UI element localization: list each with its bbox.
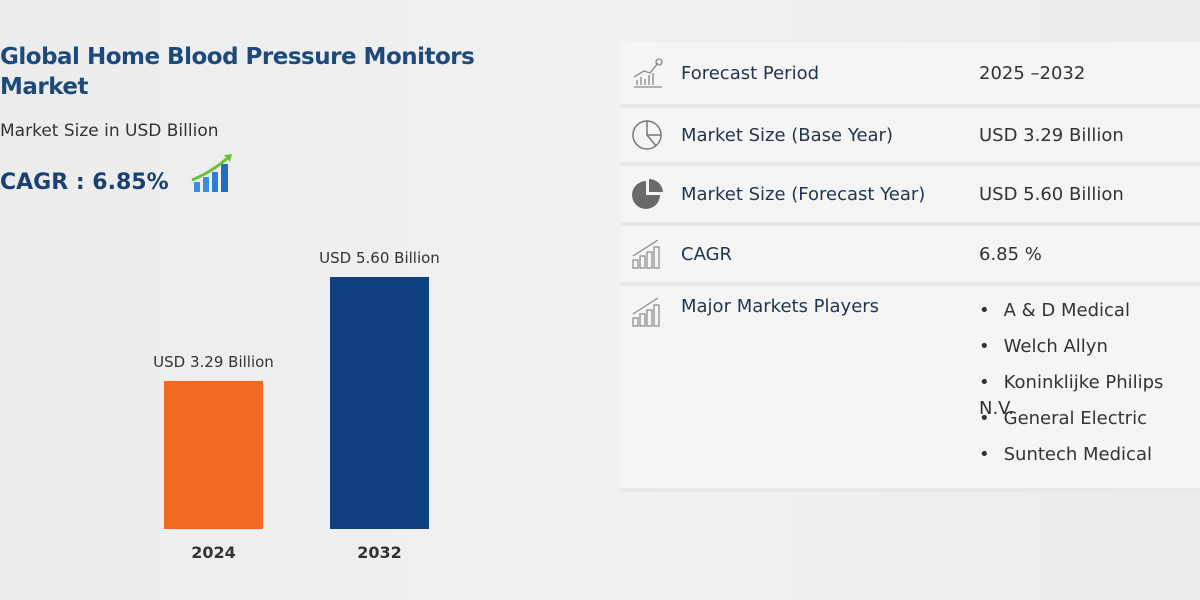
list-item: Suntech Medical (979, 442, 1200, 478)
pie-chart-filled-icon (632, 178, 663, 209)
bar-chart-icon (632, 297, 660, 327)
cagr-label: CAGR : 6.85% (0, 170, 169, 195)
data-label: USD 5.60 Billion (319, 249, 440, 267)
subtitle: Market Size in USD Billion (0, 121, 219, 141)
chart-growth-icon (633, 58, 663, 88)
table-row: Market Size (Forecast Year) USD 5.60 Bil… (620, 166, 1200, 226)
row-label: Major Markets Players (681, 296, 880, 317)
list-item: General Electric (979, 406, 1200, 442)
list-item: Koninklijke Philips N.V. (979, 370, 1200, 419)
bar-2024 (164, 380, 263, 529)
row-label: CAGR (681, 243, 733, 265)
row-label: Forecast Period (681, 62, 820, 84)
summary-table: Forecast Period 2025 –2032 Market Size (… (620, 42, 1200, 492)
bar-chart-icon (632, 239, 660, 269)
page-title: Global Home Blood Pressure Monitors Mark… (0, 44, 475, 100)
row-value: USD 5.60 Billion (979, 183, 1124, 205)
row-label: Market Size (Base Year) (681, 124, 893, 146)
x-tick-label: 2024 (191, 543, 236, 562)
list-item: Welch Allyn (979, 334, 1200, 370)
table-row-players: Major Markets Players A & D Medical Welc… (620, 286, 1200, 492)
bar-2032 (330, 277, 429, 529)
players-list: A & D Medical Welch Allyn Koninklijke Ph… (979, 298, 1200, 478)
x-tick-label: 2032 (357, 543, 402, 562)
row-value: 2025 –2032 (979, 62, 1086, 84)
data-label: USD 3.29 Billion (153, 353, 274, 371)
bar-chart: USD 3.29 Billion 2024 USD 5.60 Billion 2032 (153, 249, 440, 562)
growth-chart-icon (191, 154, 232, 192)
row-value: USD 3.29 Billion (979, 124, 1124, 146)
table-row: Market Size (Base Year) USD 3.29 Billion (620, 108, 1200, 166)
pie-chart-outline-icon (632, 120, 662, 150)
table-row: Forecast Period 2025 –2032 (620, 42, 1200, 108)
row-value: 6.85 % (979, 243, 1042, 265)
list-item: A & D Medical (979, 298, 1200, 334)
row-label: Market Size (Forecast Year) (681, 183, 926, 205)
table-row: CAGR 6.85 % (620, 226, 1200, 286)
